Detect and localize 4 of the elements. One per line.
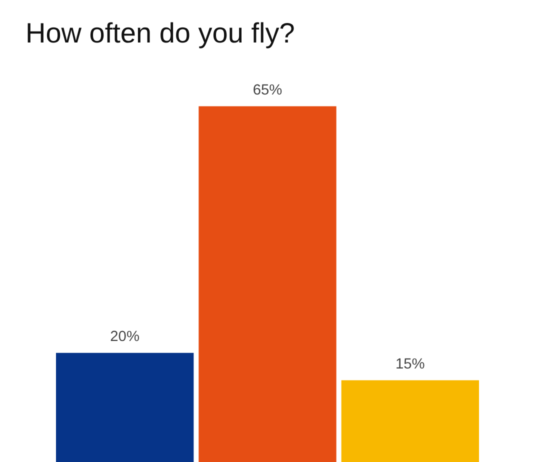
data-label: 20% [110,328,140,345]
chart-title: How often do you fly? [26,18,295,48]
data-label: 65% [252,82,282,98]
data-label: 15% [396,356,425,372]
